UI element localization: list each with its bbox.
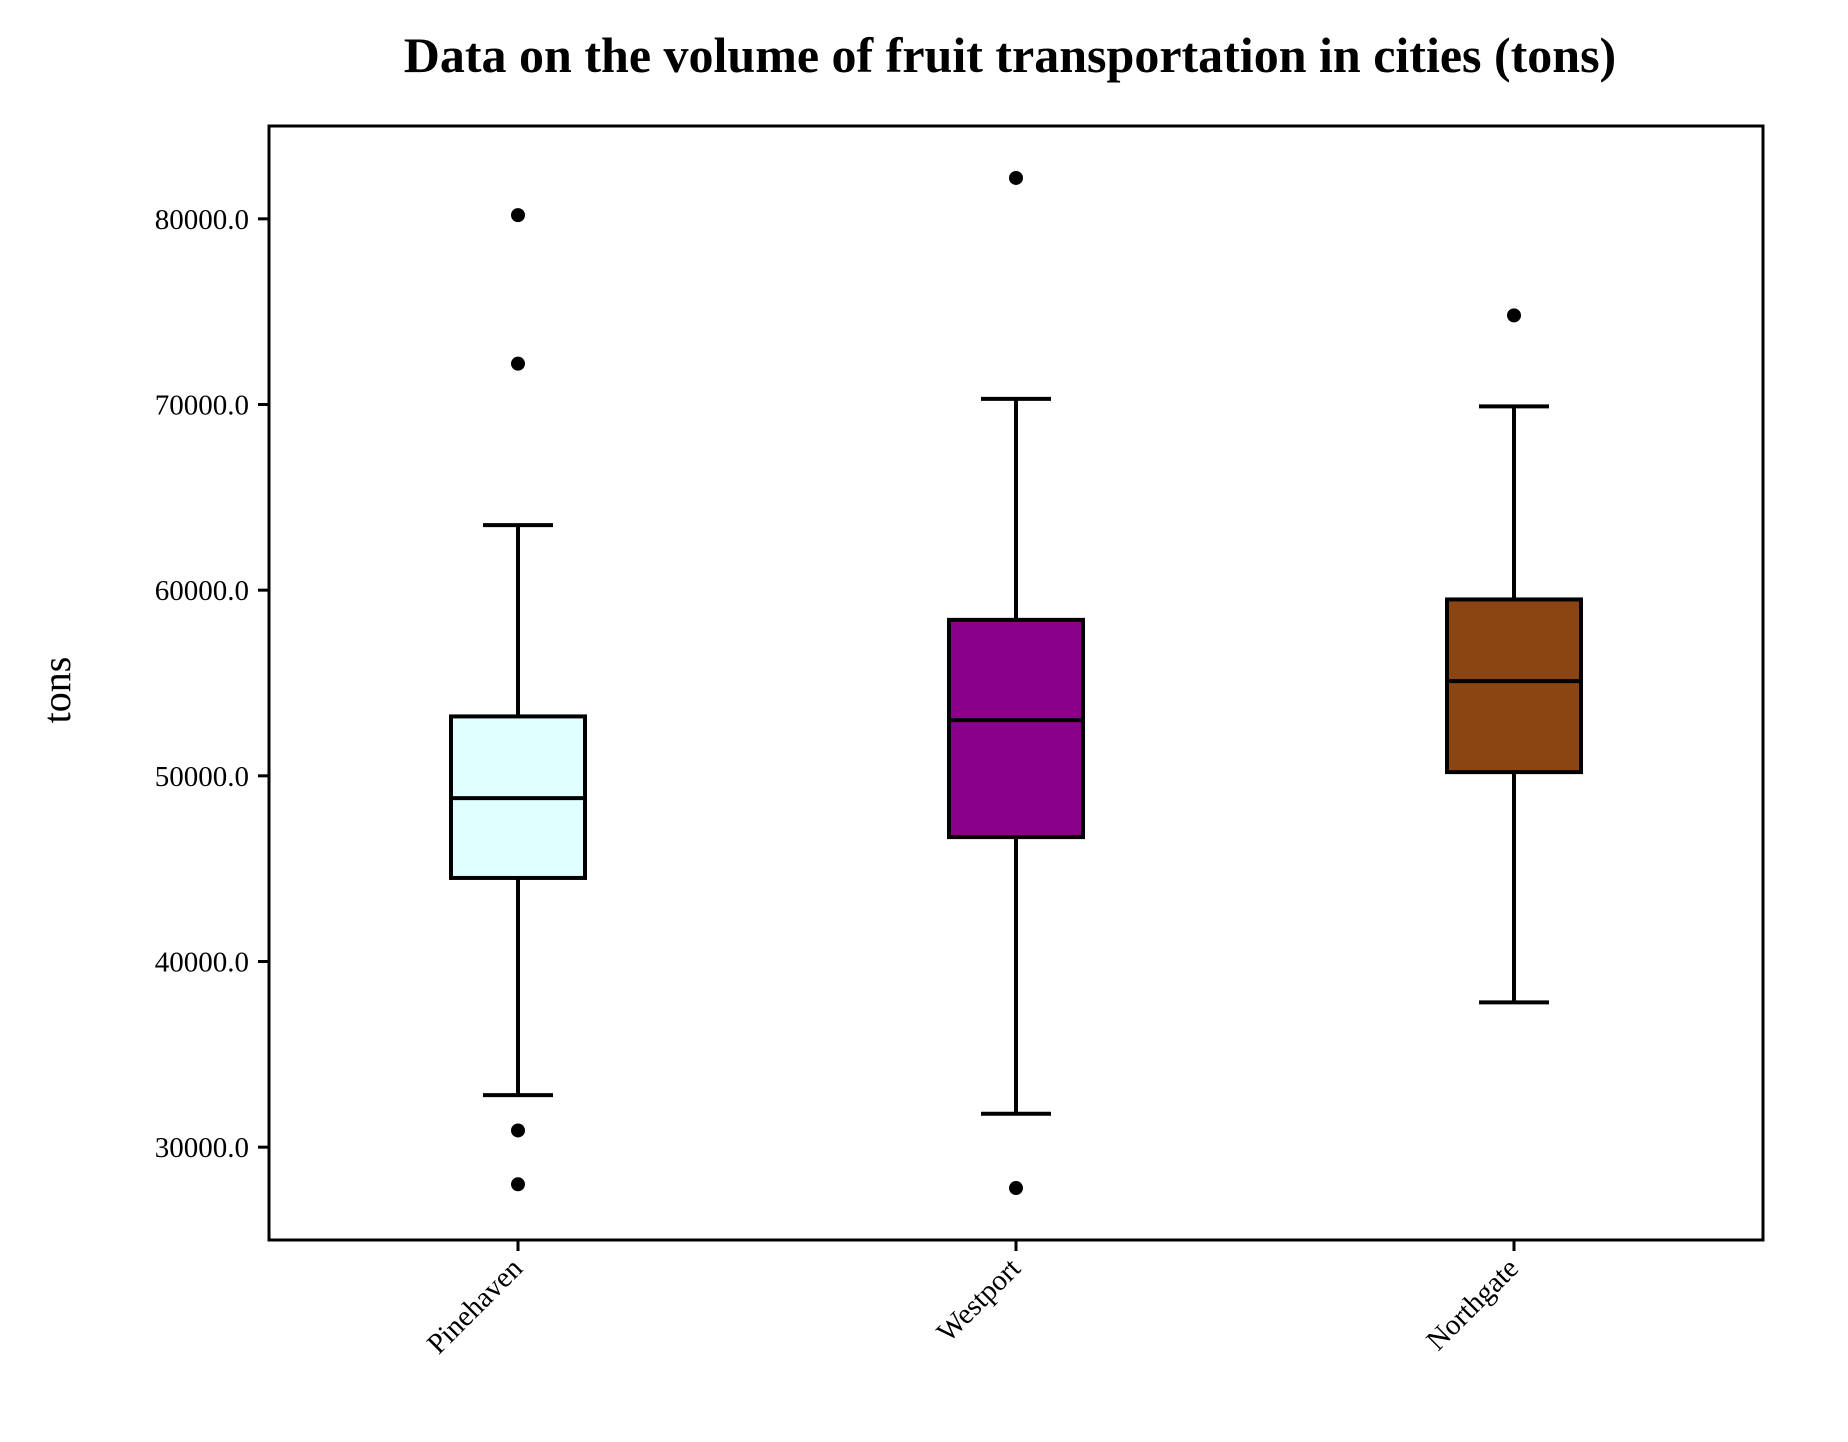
outlier-point <box>1507 308 1521 323</box>
y-axis-label: tons <box>34 657 79 724</box>
box-westport <box>947 170 1085 1196</box>
y-tick-label: 40000.0 <box>155 947 249 979</box>
axes: 30000.0 40000.0 50000.0 60000.0 70000.0 80000… <box>155 204 1525 1361</box>
outlier-point <box>511 208 525 223</box>
y-tick-label: 80000.0 <box>155 204 249 236</box>
outlier-point <box>1009 170 1023 185</box>
y-tick-label: 30000.0 <box>155 1132 249 1164</box>
x-tick-label: Westport <box>931 1252 1027 1348</box>
y-tick-label: 70000.0 <box>155 390 249 422</box>
outlier-point <box>511 1123 525 1138</box>
y-tick-label: 60000.0 <box>155 575 249 607</box>
boxes-layer <box>449 170 1583 1196</box>
box-northgate <box>1445 308 1583 1005</box>
box-pinehaven <box>449 208 587 1192</box>
outlier-point <box>1009 1181 1023 1196</box>
y-tick-label: 50000.0 <box>155 761 249 793</box>
chart-title: Data on the volume of fruit transportati… <box>404 27 1616 83</box>
x-tick-label: Pinehaven <box>421 1252 529 1360</box>
plot-frame <box>267 124 1765 1242</box>
outlier-point <box>511 1177 525 1192</box>
x-tick-label: Northgate <box>1420 1252 1525 1357</box>
iqr-box <box>947 617 1085 840</box>
iqr-box <box>1445 597 1583 775</box>
outlier-point <box>511 356 525 371</box>
